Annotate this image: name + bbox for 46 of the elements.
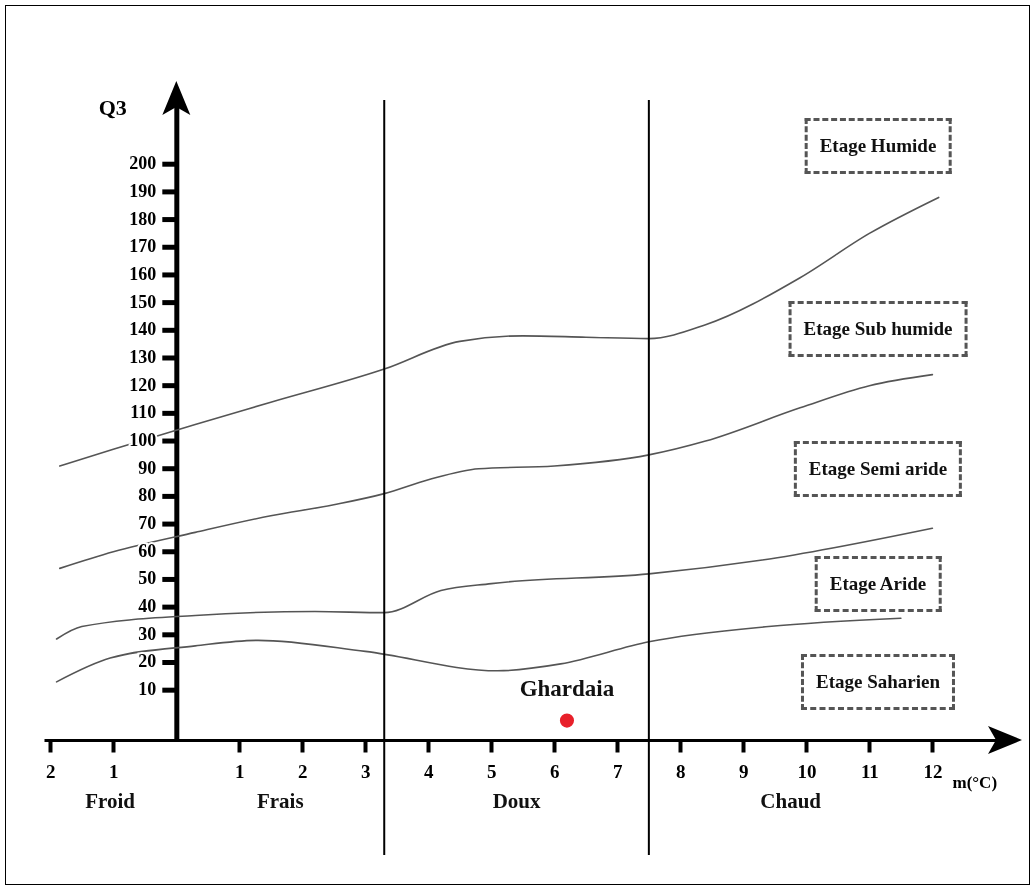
y-tick-label: 150 bbox=[129, 291, 157, 312]
x-tick-label: 1 bbox=[109, 760, 119, 782]
y-tick-label: 80 bbox=[138, 485, 157, 506]
x-tick-label: 2 bbox=[46, 760, 56, 782]
y-tick-label: 130 bbox=[129, 346, 157, 367]
text: Froid bbox=[85, 789, 136, 813]
y-tick-label: 30 bbox=[138, 623, 157, 644]
y-tick-label: 40 bbox=[138, 596, 157, 617]
y-tick-label: 120 bbox=[129, 374, 157, 395]
x-tick-label: 4 bbox=[424, 760, 435, 782]
annotation: Etage Aride bbox=[814, 556, 942, 613]
y-tick-label: 90 bbox=[138, 457, 157, 478]
y-tick-label: 160 bbox=[129, 263, 157, 284]
x-tick-label: 11 bbox=[860, 760, 879, 782]
text: Frais bbox=[256, 789, 304, 813]
y-tick-label: 180 bbox=[129, 208, 157, 229]
x-tick-label: 6 bbox=[550, 760, 560, 782]
y-tick-label: 10 bbox=[138, 679, 157, 700]
x-tick-label: 10 bbox=[797, 760, 817, 782]
y-tick-label: 50 bbox=[138, 568, 157, 589]
x-tick-label: 9 bbox=[739, 760, 749, 782]
y-tick-label: 140 bbox=[129, 319, 157, 340]
x-tick-label: 8 bbox=[676, 760, 686, 782]
text: Chaud bbox=[760, 789, 822, 813]
x-tick-label: 2 bbox=[298, 760, 308, 782]
y-tick-label: 60 bbox=[138, 540, 157, 561]
y-tick-label: 70 bbox=[138, 513, 157, 534]
x-tick-label: 7 bbox=[613, 760, 624, 782]
y-tick-label: 110 bbox=[130, 402, 157, 423]
series-label: Ghardaia bbox=[519, 675, 615, 701]
x-axis-title: m(°C) bbox=[952, 772, 998, 792]
line-series bbox=[55, 527, 934, 640]
annotation: Etage Sub humide bbox=[788, 301, 968, 357]
annotation: Etage Humide bbox=[804, 118, 952, 175]
y-tick-label: 200 bbox=[129, 153, 157, 174]
annotation: Etage Saharien bbox=[800, 654, 956, 711]
y-tick-label: 170 bbox=[129, 236, 157, 257]
x-tick-label: 3 bbox=[361, 760, 371, 782]
x-tick-label: 12 bbox=[923, 760, 943, 782]
annotation: Etage Semi aride bbox=[793, 441, 963, 498]
y-tick-label: 20 bbox=[138, 651, 157, 672]
y-axis-title: Q3 bbox=[98, 94, 127, 120]
text: Doux bbox=[492, 789, 541, 813]
x-tick-label: 1 bbox=[235, 760, 245, 782]
y-tick-label: 190 bbox=[129, 180, 157, 201]
x-tick-label: 5 bbox=[487, 760, 497, 782]
